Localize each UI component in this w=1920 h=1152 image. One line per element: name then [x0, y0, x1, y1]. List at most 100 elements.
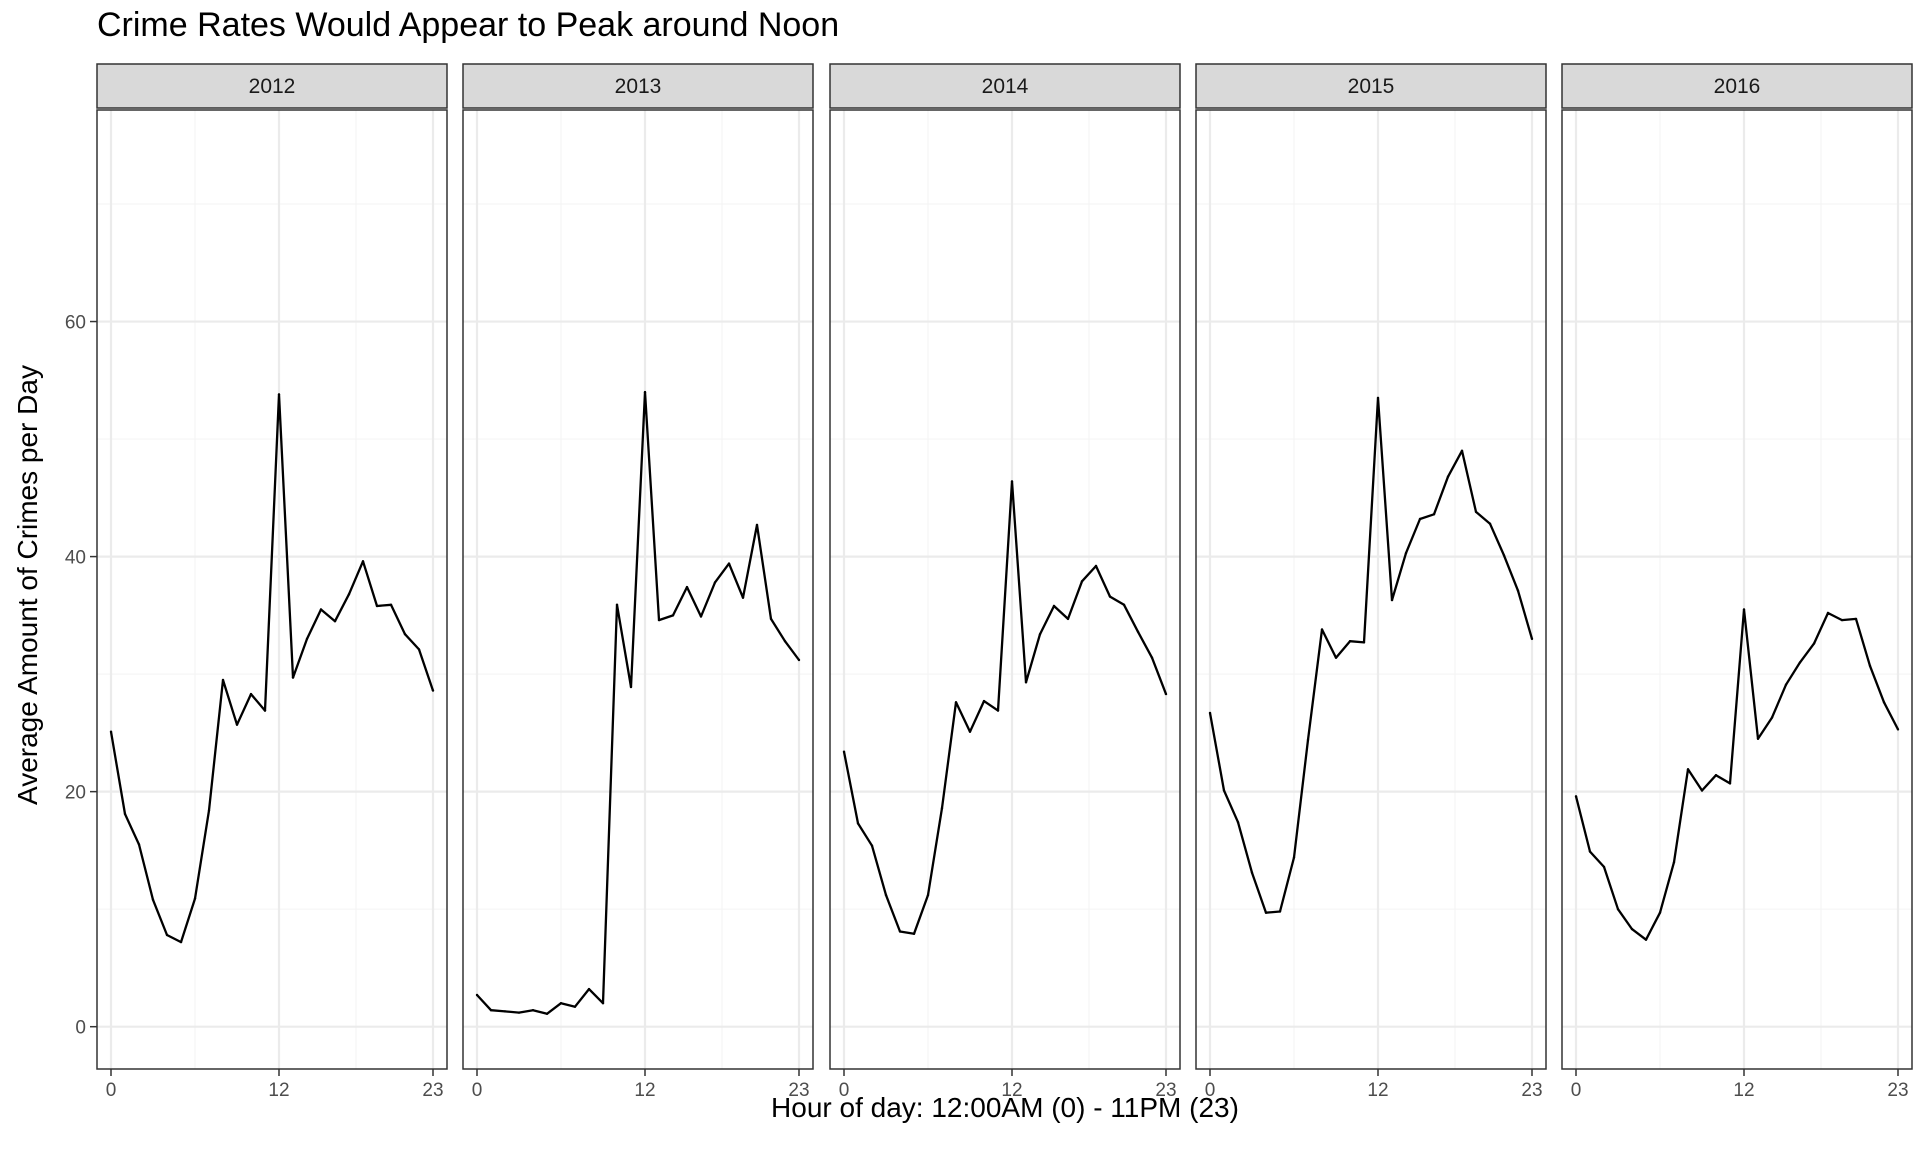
panel-background-2016 [1562, 110, 1912, 1069]
data-point-2012-h1 [123, 812, 127, 816]
data-point-2015-h3 [1250, 871, 1254, 874]
data-point-2015-h8 [1320, 628, 1324, 631]
data-point-2014-h8 [954, 701, 958, 704]
panel-background-2013 [463, 110, 813, 1069]
data-point-2016-h3 [1616, 908, 1620, 911]
data-point-2016-h17 [1812, 642, 1816, 645]
x-tick-label: 23 [422, 1080, 443, 1101]
facet-strip-2012 [96, 63, 448, 109]
series-line-2016 [1574, 608, 1900, 941]
data-point-2014-h12 [1010, 480, 1014, 483]
data-point-2014-h6 [926, 893, 930, 897]
data-point-2016-h14 [1770, 716, 1774, 719]
data-point-2014-h7 [940, 806, 944, 810]
data-point-2013-h6 [559, 1002, 563, 1005]
x-tick-label: 12 [1733, 1080, 1754, 1101]
y-tick-label: 20 [65, 783, 86, 804]
y-axis-label: Average Amount of Crimes per Day [12, 365, 43, 805]
data-point-2012-h15 [319, 608, 323, 611]
data-point-2015-h20 [1488, 522, 1492, 525]
data-point-2015-h22 [1516, 589, 1520, 592]
data-point-2016-h5 [1644, 938, 1648, 941]
series-line-2012 [109, 393, 435, 944]
facet-strip-label-2016: 2016 [1714, 75, 1761, 98]
data-point-2016-h22 [1882, 701, 1886, 704]
data-point-2014-h15 [1052, 604, 1056, 608]
data-point-2013-h8 [587, 987, 591, 991]
data-point-2014-h0 [842, 750, 846, 753]
facet-strip-label-2015: 2015 [1348, 75, 1395, 98]
panel-border-2015 [1195, 109, 1547, 1070]
facet-strip-label-2012: 2012 [249, 75, 296, 98]
data-point-2015-h23 [1530, 637, 1534, 641]
data-point-2015-h12 [1376, 396, 1380, 400]
data-point-2012-h16 [333, 620, 337, 623]
data-point-2014-h13 [1024, 681, 1028, 684]
series-line-2013 [476, 390, 800, 1015]
data-point-2012-h21 [403, 633, 407, 636]
data-point-2016-h16 [1798, 661, 1802, 664]
facet-strip-2014 [829, 63, 1181, 109]
x-tick-label: 23 [1521, 1080, 1542, 1101]
data-point-2014-h10 [982, 699, 986, 703]
data-point-2013-h1 [489, 1009, 493, 1012]
panel-border-2013 [462, 109, 814, 1070]
data-point-2012-h9 [235, 723, 239, 726]
data-point-2015-h6 [1292, 856, 1296, 859]
data-point-2016-h21 [1868, 664, 1872, 668]
data-point-2013-h9 [601, 1002, 605, 1005]
data-point-2012-h6 [193, 897, 197, 900]
x-tick-label: 0 [1205, 1080, 1216, 1101]
x-tick-label: 12 [1367, 1080, 1388, 1101]
x-tick-label: 23 [1155, 1080, 1176, 1101]
data-point-2014-h18 [1094, 564, 1098, 568]
panel-background-2012 [97, 110, 447, 1069]
x-tick-label: 12 [1001, 1080, 1022, 1101]
data-point-2016-h15 [1784, 683, 1788, 686]
data-point-2013-h16 [699, 615, 703, 618]
data-point-2015-h5 [1278, 910, 1282, 913]
y-tick-label: 60 [65, 313, 86, 334]
data-point-2014-h17 [1080, 580, 1084, 583]
data-point-2012-h0 [109, 730, 113, 733]
data-point-2014-h11 [996, 709, 1000, 712]
data-point-2013-h15 [685, 585, 689, 589]
data-point-2012-h10 [249, 692, 253, 696]
data-point-2016-h11 [1728, 782, 1732, 785]
data-point-2015-h19 [1474, 510, 1478, 514]
data-point-2012-h20 [389, 603, 393, 606]
data-point-2013-h2 [503, 1010, 507, 1013]
data-point-2014-h1 [856, 822, 860, 825]
data-point-2013-h23 [797, 658, 801, 662]
data-point-2013-h10 [615, 603, 619, 606]
data-point-2015-h13 [1390, 598, 1394, 602]
data-point-2012-h13 [291, 676, 295, 679]
y-tick-label: 40 [65, 548, 86, 569]
data-point-2013-h3 [517, 1011, 521, 1014]
facet-strip-label-2014: 2014 [982, 75, 1029, 98]
data-point-2016-h7 [1672, 861, 1676, 864]
x-tick-label: 23 [788, 1080, 809, 1101]
data-point-2016-h6 [1658, 911, 1662, 914]
data-point-2014-h5 [912, 932, 916, 935]
data-point-2012-h18 [361, 560, 365, 563]
data-point-2013-h7 [573, 1005, 577, 1008]
data-point-2012-h4 [165, 933, 169, 937]
data-point-2013-h21 [769, 617, 773, 621]
x-tick-label: 12 [268, 1080, 289, 1101]
data-point-2016-h20 [1854, 617, 1858, 621]
data-point-2013-h22 [783, 640, 787, 643]
x-axis-label: Hour of day: 12:00AM (0) - 11PM (23) [771, 1092, 1239, 1123]
x-tick-label: 12 [634, 1080, 655, 1101]
data-point-2016-h4 [1630, 927, 1634, 931]
data-point-2012-h11 [263, 709, 267, 712]
data-point-2016-h1 [1588, 850, 1592, 853]
data-point-2016-h8 [1686, 768, 1690, 771]
data-point-2013-h12 [643, 390, 647, 394]
series-line-2015 [1208, 396, 1534, 914]
data-point-2016-h9 [1700, 789, 1704, 792]
data-point-2016-h19 [1840, 618, 1844, 622]
panel-border-2014 [829, 109, 1181, 1070]
x-tick-label: 0 [839, 1080, 850, 1101]
data-point-2015-h15 [1418, 517, 1422, 521]
